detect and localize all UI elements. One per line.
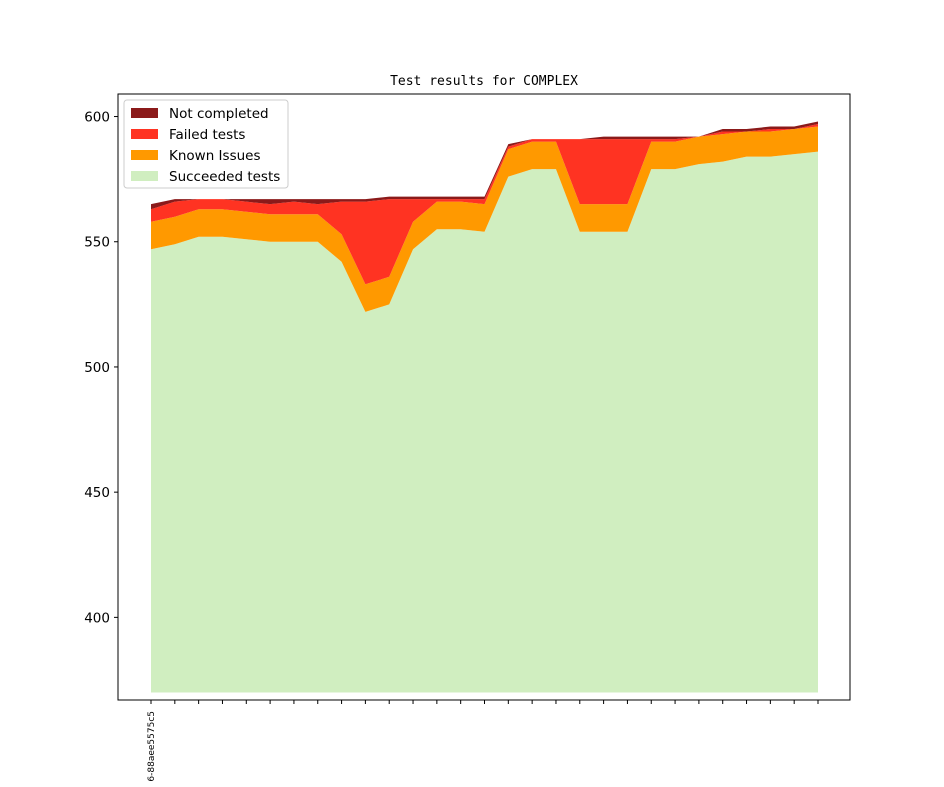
legend-label: Failed tests <box>169 127 245 143</box>
y-tick-label: 550 <box>84 235 110 251</box>
y-tick-label: 400 <box>84 610 110 626</box>
stacked-areas <box>151 121 818 693</box>
y-tick-label: 450 <box>84 485 110 501</box>
legend-label: Succeeded tests <box>169 169 280 185</box>
area-series-2 <box>151 124 818 285</box>
y-tick-label: 500 <box>84 360 110 376</box>
legend-label: Known Issues <box>169 148 261 164</box>
legend-box <box>123 99 289 189</box>
legend: Not completed Failed tests Known Issues Suc… <box>123 99 289 189</box>
area-series-1 <box>151 126 818 312</box>
legend-swatch <box>131 150 158 160</box>
y-tick-label: 600 <box>84 110 110 126</box>
x-tick-label: 6-88aee5575c5 <box>147 711 157 782</box>
legend-label: Not completed <box>169 106 269 122</box>
chart-title: Test results for COMPLEX <box>390 74 578 89</box>
legend-swatch <box>131 108 158 118</box>
legend-swatch <box>131 171 158 181</box>
x-axis: 6-88aee5575c5 <box>147 700 819 782</box>
legend-swatch <box>131 129 158 139</box>
area-series-0 <box>151 151 818 693</box>
y-axis: 400 450 500 550 600 <box>84 110 118 626</box>
area-series-3 <box>151 121 818 210</box>
